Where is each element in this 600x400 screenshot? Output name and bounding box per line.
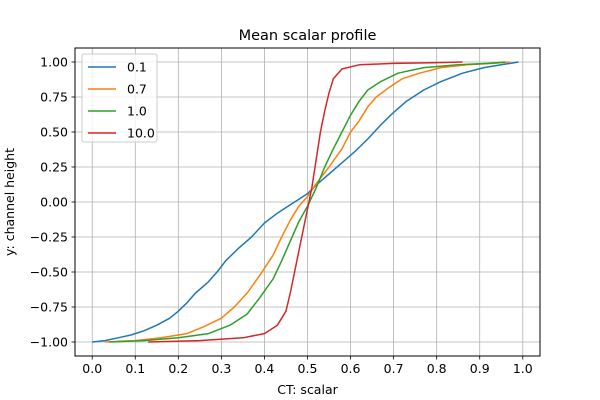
x-tick-label: 0.3 xyxy=(211,361,231,376)
y-tick-label: 1.00 xyxy=(40,55,68,70)
legend-label: 0.7 xyxy=(127,82,147,97)
x-tick-label: 0.9 xyxy=(470,361,490,376)
y-axis-label: y: channel height xyxy=(2,148,17,256)
y-tick-label: −1.00 xyxy=(30,335,68,350)
x-axis-label: CT: scalar xyxy=(277,382,338,397)
x-tick-label: 0.1 xyxy=(125,361,145,376)
chart-title: Mean scalar profile xyxy=(239,28,377,44)
x-tick-label: 0.5 xyxy=(298,361,318,376)
y-tick-label: −0.75 xyxy=(30,300,68,315)
legend-label: 0.1 xyxy=(127,60,147,75)
y-tick-label: 0.75 xyxy=(40,90,68,105)
y-tick-label: 0.50 xyxy=(40,125,68,140)
y-axis-ticks: −1.00 −0.75 −0.50 −0.25 0.00 0.25 0.50 0.75 1.00 xyxy=(30,55,75,350)
y-tick-label: −0.25 xyxy=(30,230,68,245)
x-axis-ticks: 0.0 0.1 0.2 0.3 0.4 0.5 0.6 0.7 0.8 0.9 1.0 xyxy=(82,356,533,376)
series-layer xyxy=(92,61,519,343)
y-tick-label: 0.25 xyxy=(40,160,68,175)
y-tick-label: 0.00 xyxy=(40,195,68,210)
series-line-10.0 xyxy=(148,61,463,343)
x-tick-label: 0.2 xyxy=(168,361,188,376)
legend-label: 1.0 xyxy=(127,104,147,119)
y-tick-label: −0.50 xyxy=(30,265,68,280)
legend-label: 10.0 xyxy=(127,126,155,141)
series-line-0.1 xyxy=(92,61,519,343)
x-tick-label: 1.0 xyxy=(513,361,533,376)
x-tick-label: 0.4 xyxy=(254,361,274,376)
series-line-1.0 xyxy=(109,61,506,343)
x-tick-label: 0.6 xyxy=(341,361,361,376)
legend-box xyxy=(81,53,158,143)
x-tick-label: 0.7 xyxy=(384,361,404,376)
legend: 0.1 0.7 1.0 10.0 xyxy=(81,53,158,143)
x-tick-label: 0.8 xyxy=(427,361,447,376)
x-tick-label: 0.0 xyxy=(82,361,102,376)
